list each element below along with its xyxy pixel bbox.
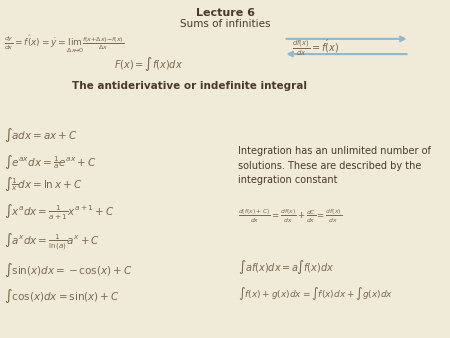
Text: $\frac{d(f(x)+C)}{dx} = \frac{df(x)}{dx} + \frac{dC}{dx}= \frac{df(x)}{dx}$: $\frac{d(f(x)+C)}{dx} = \frac{df(x)}{dx}…: [238, 208, 342, 225]
Text: $F(x) = \int f(x)dx$: $F(x) = \int f(x)dx$: [114, 55, 183, 73]
Text: $\int \frac{1}{x}dx = \ln x + C$: $\int \frac{1}{x}dx = \ln x + C$: [4, 175, 83, 193]
Text: Integration has an unlimited number of
solutions. These are described by the
int: Integration has an unlimited number of s…: [238, 146, 432, 186]
Text: $\int e^{ax}dx = \frac{1}{a}e^{ax} + C$: $\int e^{ax}dx = \frac{1}{a}e^{ax} + C$: [4, 153, 97, 171]
Text: $\frac{df(x)}{dx} = f\'(x)$: $\frac{df(x)}{dx} = f\'(x)$: [292, 38, 340, 58]
Text: $\int \cos(x)dx = \sin(x) + C$: $\int \cos(x)dx = \sin(x) + C$: [4, 287, 120, 305]
Text: Sums of infinities: Sums of infinities: [180, 19, 270, 29]
Text: $\int \sin(x)dx = -\cos(x) + C$: $\int \sin(x)dx = -\cos(x) + C$: [4, 261, 133, 280]
Text: Lecture 6: Lecture 6: [195, 8, 255, 19]
Text: The antiderivative or indefinite integral: The antiderivative or indefinite integra…: [72, 81, 306, 91]
Text: $\int af(x)dx = a\!\int f(x)dx$: $\int af(x)dx = a\!\int f(x)dx$: [238, 258, 335, 276]
Text: $\int a^{x}dx = \frac{1}{\ln(a)}a^{x} + C$: $\int a^{x}dx = \frac{1}{\ln(a)}a^{x} + …: [4, 231, 100, 252]
Text: $\int f(x)+g(x)dx = \int f(x)dx + \int g(x)dx$: $\int f(x)+g(x)dx = \int f(x)dx + \int g…: [238, 286, 394, 303]
Text: $\int adx = ax + C$: $\int adx = ax + C$: [4, 126, 78, 144]
Text: $\frac{dy}{dx} = f\'(x) = \dot{y} = \lim_{\Delta x\!\to\!0}\frac{f(x+\Delta x)-f: $\frac{dy}{dx} = f\'(x) = \dot{y} = \lim…: [4, 33, 125, 54]
Text: $\int x^{a}dx = \frac{1}{a+1}x^{a+1} + C$: $\int x^{a}dx = \frac{1}{a+1}x^{a+1} + C…: [4, 203, 115, 222]
